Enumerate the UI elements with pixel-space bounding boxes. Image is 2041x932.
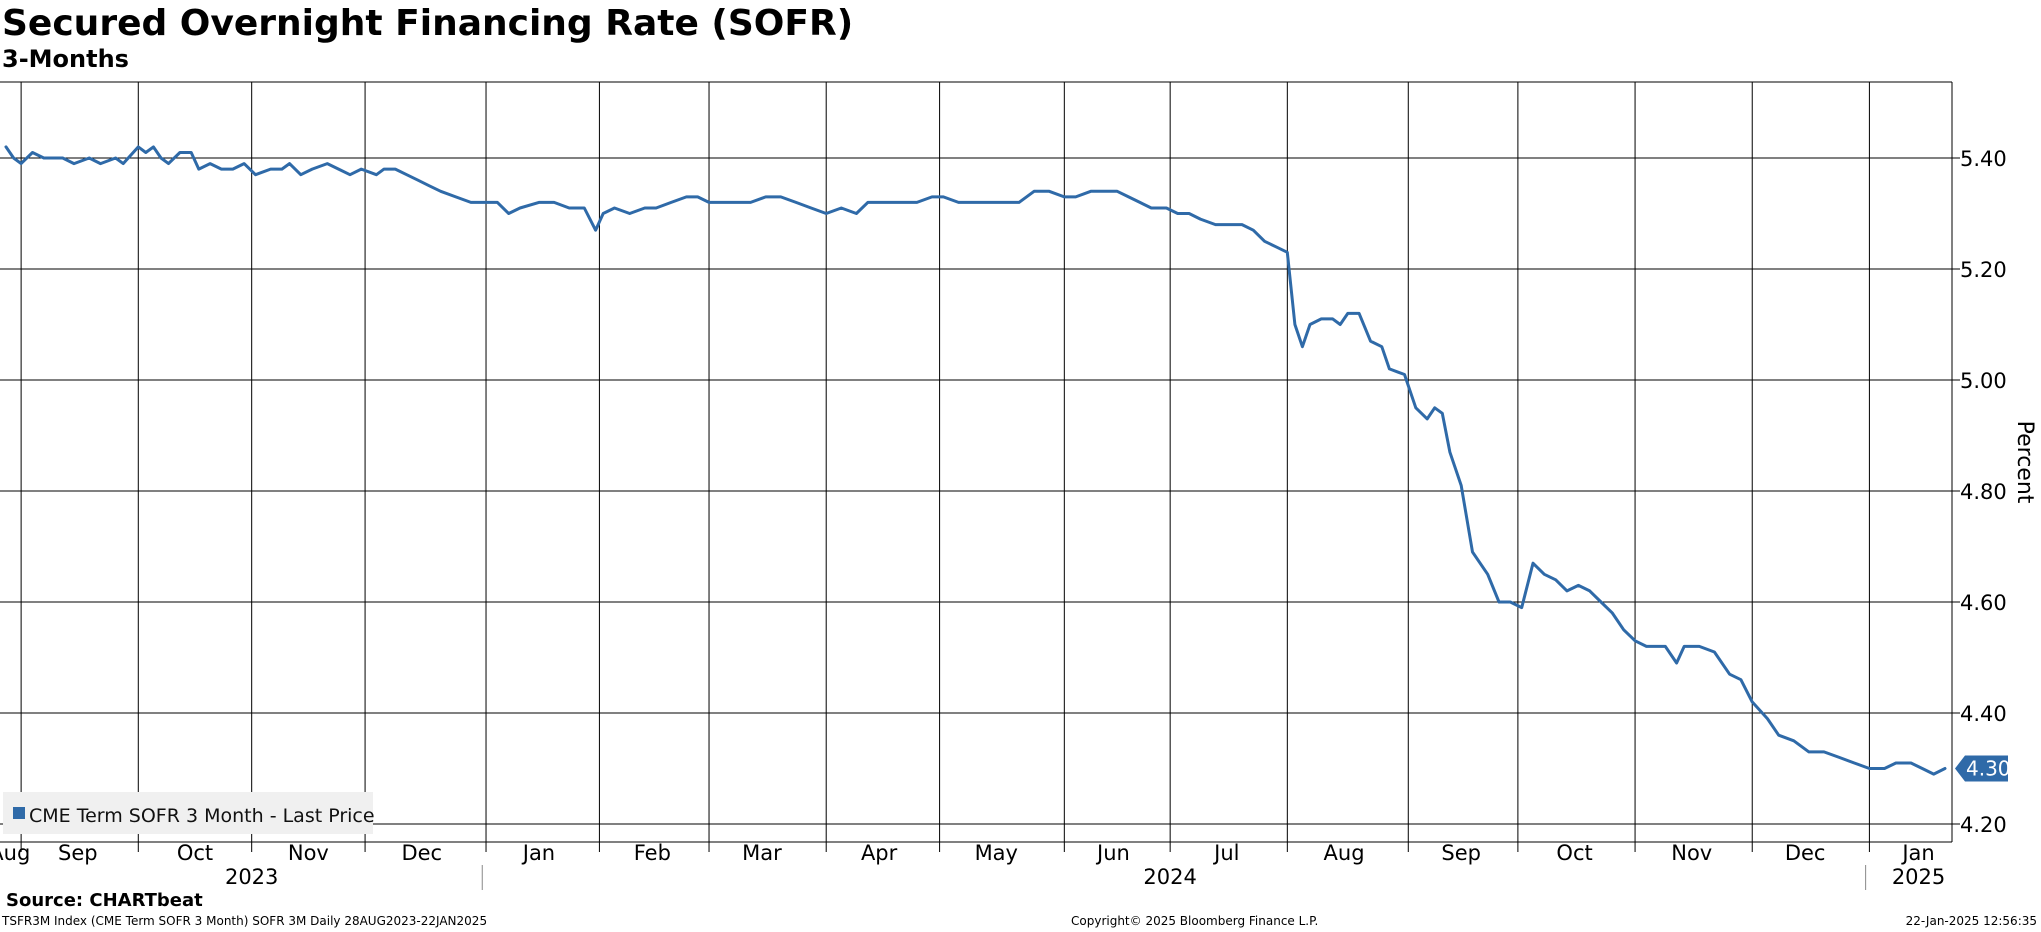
series-line-cme-term-sofr-3m (4, 145, 1947, 776)
y-tick-label: 4.20 (1960, 813, 2007, 837)
y-axis-label: Percent (2012, 421, 2037, 504)
y-tick-label: 5.40 (1960, 147, 2007, 171)
x-year-label: 2025 (1892, 865, 1945, 889)
x-month-label: Dec (1785, 841, 1826, 865)
y-tick-label: 5.00 (1960, 369, 2007, 393)
legend-background (3, 792, 373, 834)
x-month-label: Dec (401, 841, 442, 865)
legend-label: CME Term SOFR 3 Month - Last Price (29, 805, 375, 827)
grid-layer (0, 81, 1952, 842)
y-tick-label: 5.20 (1960, 258, 2007, 282)
footer-series-info: TSFR3M Index (CME Term SOFR 3 Month) SOF… (2, 914, 488, 928)
source-note: Source: CHARTbeat (6, 890, 203, 911)
y-tick-label: 4.40 (1960, 702, 2007, 726)
footer-timestamp: 22-Jan-2025 12:56:35 (1905, 914, 2037, 928)
axis-layer: 5.40 5.20 5.00 4.80 4.60 4.40 4.20 Aug Sep Oct Nov… (0, 82, 2037, 890)
x-month-label: Aug (0, 841, 30, 865)
x-month-label: May (975, 841, 1018, 865)
x-month-label: Apr (861, 841, 898, 865)
chart-title: Secured Overnight Financing Rate (SOFR) (2, 3, 854, 44)
x-month-label: Mar (742, 841, 782, 865)
x-month-label: Jul (1212, 841, 1239, 865)
x-year-label: 2024 (1143, 865, 1196, 889)
x-month-label: Oct (1556, 841, 1592, 865)
x-month-label: Oct (177, 841, 213, 865)
last-price-tag: 4.30 (1955, 755, 2011, 782)
x-month-label: Jan (521, 841, 555, 865)
footer-copyright: Copyright© 2025 Bloomberg Finance L.P. (1071, 914, 1319, 928)
y-tick-label: 4.60 (1960, 591, 2007, 615)
legend-swatch (13, 807, 25, 819)
x-month-label: Feb (634, 841, 671, 865)
last-price-tag-shape (1955, 755, 2008, 782)
chart-subtitle: 3-Months (2, 45, 129, 73)
x-year-label: 2023 (225, 865, 278, 889)
x-month-label: Nov (288, 841, 329, 865)
y-tick-label: 4.80 (1960, 480, 2007, 504)
last-price-value: 4.30 (1966, 757, 2011, 781)
x-month-label: Sep (58, 841, 98, 865)
x-month-label: Nov (1671, 841, 1712, 865)
x-month-label: Jan (1900, 841, 1934, 865)
legend: CME Term SOFR 3 Month - Last Price (3, 792, 375, 834)
x-month-label: Aug (1324, 841, 1365, 865)
x-month-label: Sep (1441, 841, 1481, 865)
x-month-label: Jun (1095, 841, 1130, 865)
